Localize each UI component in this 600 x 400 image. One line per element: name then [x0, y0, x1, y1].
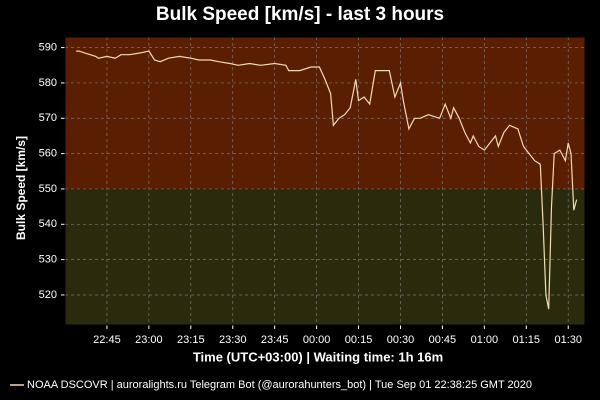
zone-below: [65, 188, 585, 325]
chart-title: Bulk Speed [km/s] - last 3 hours: [156, 4, 444, 25]
x-tick-label: 01:15: [513, 334, 541, 346]
x-tick-label: 23:15: [177, 334, 205, 346]
y-tick-label: 560: [39, 148, 57, 160]
y-tick-label: 590: [39, 42, 57, 54]
x-tick-label: 23:45: [261, 334, 289, 346]
y-tick-label: 580: [39, 77, 57, 89]
x-tick-label: 22:45: [93, 334, 121, 346]
y-tick-label: 540: [39, 218, 57, 230]
x-tick-label: 00:30: [387, 334, 415, 346]
x-axis-label: Time (UTC+03:00) | Waiting time: 1h 16m: [193, 349, 443, 364]
y-tick-label: 570: [39, 112, 57, 124]
footer: NOAA DSCOVR | auroralights.ru Telegram B…: [27, 379, 532, 391]
y-axis-label: Bulk Speed [km/s]: [14, 136, 28, 240]
y-tick-label: 550: [39, 183, 57, 195]
x-tick-label: 01:00: [471, 334, 499, 346]
x-tick-label: 00:00: [303, 334, 331, 346]
plot-frame: [64, 36, 586, 326]
zone-above: [65, 37, 585, 189]
x-tick-label: 00:15: [345, 334, 373, 346]
x-tick-label: 01:30: [554, 334, 582, 346]
data-line: [76, 50, 578, 310]
x-tick-label: 23:30: [219, 334, 247, 346]
y-tick-label: 520: [39, 289, 57, 301]
x-tick-label: 23:00: [135, 334, 163, 346]
footer-text: | auroralights.ru Telegram Bot (@aurorah…: [111, 379, 532, 391]
y-tick-label: 530: [39, 254, 57, 266]
x-tick-label: 00:45: [429, 334, 457, 346]
legend-label: NOAA DSCOVR: [27, 379, 108, 391]
